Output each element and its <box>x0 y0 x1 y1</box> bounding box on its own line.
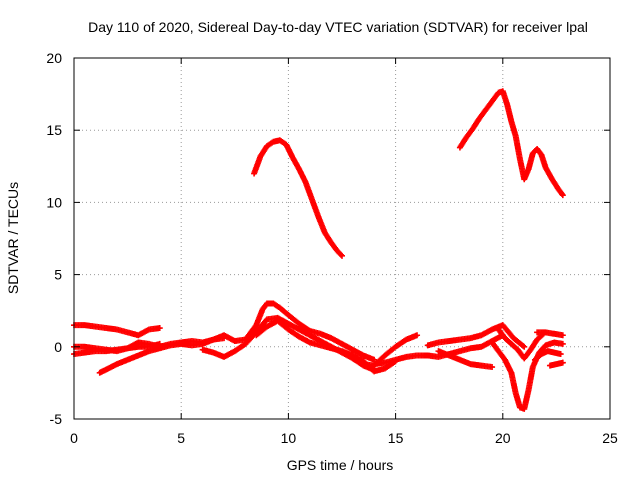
data-point <box>414 332 421 339</box>
series-arc-16 <box>531 348 564 363</box>
series-arc-9 <box>253 317 399 375</box>
x-tick-label: 15 <box>388 430 404 446</box>
y-tick-label: 15 <box>46 122 62 138</box>
data-point <box>339 252 345 259</box>
series-arc-14 <box>489 339 566 412</box>
y-tick-label: 0 <box>54 339 62 355</box>
y-ticks: -5 0 5 10 15 20 <box>46 50 610 427</box>
x-tick-label: 10 <box>281 430 297 446</box>
data-point <box>489 364 496 371</box>
series-arc-12 <box>424 322 528 350</box>
series-arc-13 <box>435 348 496 371</box>
y-tick-label: 5 <box>54 267 62 283</box>
series-arc-8 <box>199 314 378 373</box>
data-point <box>558 191 565 198</box>
series-arc-7 <box>156 300 378 363</box>
y-tick-label: 20 <box>46 50 62 66</box>
data-point <box>337 251 344 258</box>
series-arc-2 <box>456 88 566 199</box>
series-arc-17 <box>534 329 566 339</box>
chart-title: Day 110 of 2020, Sidereal Day-to-day VTE… <box>88 19 588 35</box>
data-point <box>559 359 566 366</box>
x-ticks: 0 5 10 15 20 25 <box>70 58 618 446</box>
series-arc-18 <box>546 359 566 369</box>
data-point <box>559 340 566 347</box>
series-arc-15 <box>495 326 547 362</box>
data-point <box>156 325 163 332</box>
x-axis-label: GPS time / hours <box>287 457 394 473</box>
x-tick-label: 5 <box>177 430 185 446</box>
plot-frame <box>73 57 611 420</box>
data-point <box>557 351 564 358</box>
grid <box>74 58 610 419</box>
x-tick-label: 0 <box>70 430 78 446</box>
data-point <box>520 342 527 349</box>
y-tick-label: 10 <box>46 194 62 210</box>
y-tick-label: -5 <box>50 411 63 427</box>
series-arc-11 <box>371 332 506 368</box>
x-tick-label: 25 <box>602 430 618 446</box>
y-axis-label: SDTVAR / TECUs <box>5 182 21 294</box>
series-arc-10 <box>349 332 421 369</box>
series-arc-1 <box>251 137 345 259</box>
data-point <box>521 343 528 350</box>
series-arc-3 <box>71 322 163 339</box>
data-point <box>559 192 566 199</box>
x-tick-label: 20 <box>495 430 511 446</box>
data-points <box>71 88 566 412</box>
data-point <box>559 332 566 339</box>
